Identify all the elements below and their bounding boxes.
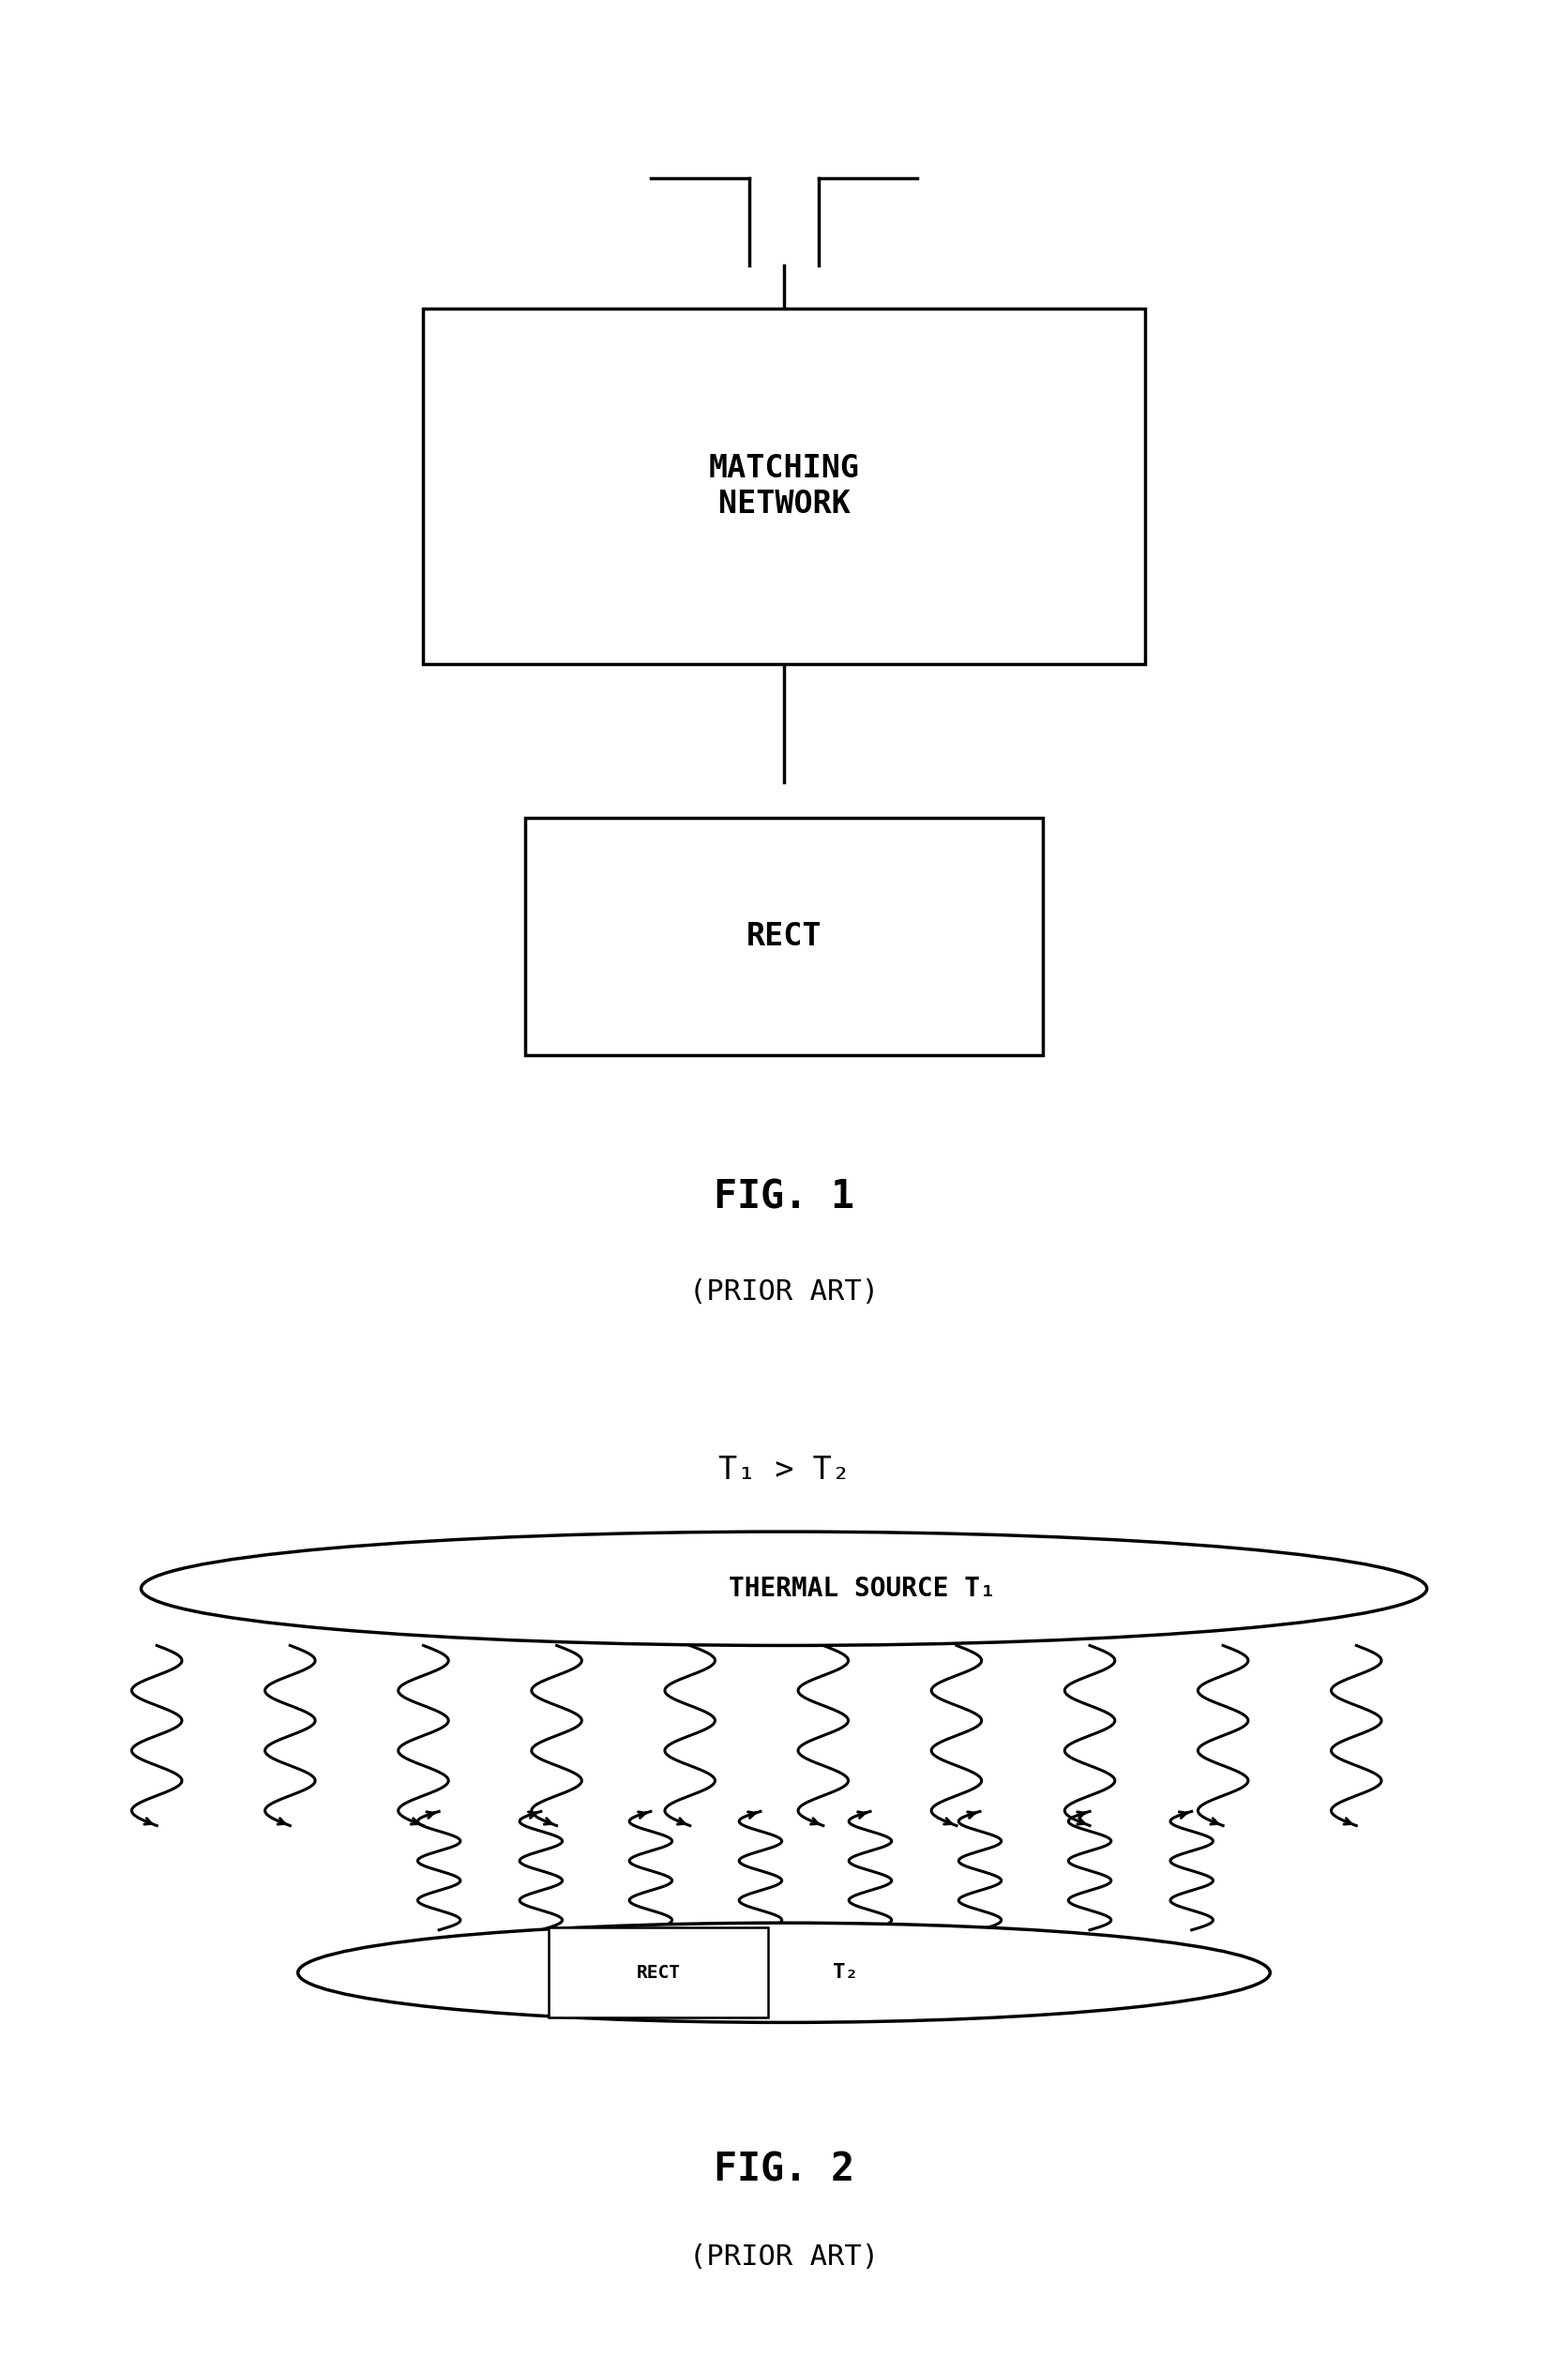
Bar: [549, 1928, 768, 2018]
Text: MATCHING
NETWORK: MATCHING NETWORK: [709, 453, 859, 519]
Text: (PRIOR ART): (PRIOR ART): [690, 2243, 878, 2271]
Ellipse shape: [298, 1923, 1270, 2022]
Bar: [525, 818, 1043, 1055]
Ellipse shape: [141, 1532, 1427, 1645]
Bar: [423, 308, 1145, 664]
Text: T₁ > T₂: T₁ > T₂: [718, 1453, 850, 1487]
Text: FIG. 2: FIG. 2: [713, 2150, 855, 2188]
Text: T₂: T₂: [833, 1963, 858, 1982]
Text: FIG. 1: FIG. 1: [713, 1178, 855, 1216]
Text: RECT: RECT: [746, 920, 822, 953]
Text: (PRIOR ART): (PRIOR ART): [690, 1278, 878, 1306]
Text: THERMAL SOURCE T₁: THERMAL SOURCE T₁: [729, 1574, 996, 1603]
Text: RECT: RECT: [637, 1963, 681, 1982]
